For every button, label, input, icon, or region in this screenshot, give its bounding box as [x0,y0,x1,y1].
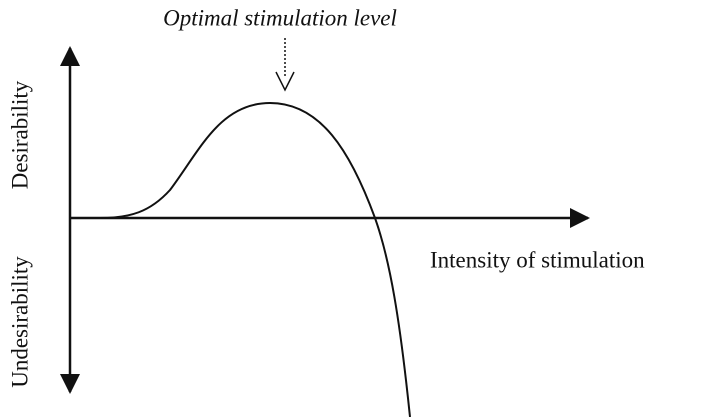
x-axis-label: Intensity of stimulation [430,247,645,272]
pointer-head [275,71,295,92]
annotation: Optimal stimulation level [163,5,397,30]
y-lower-label: Undesirability [7,256,32,388]
curve [99,101,411,417]
y-upper-label: Desirability [7,80,32,189]
